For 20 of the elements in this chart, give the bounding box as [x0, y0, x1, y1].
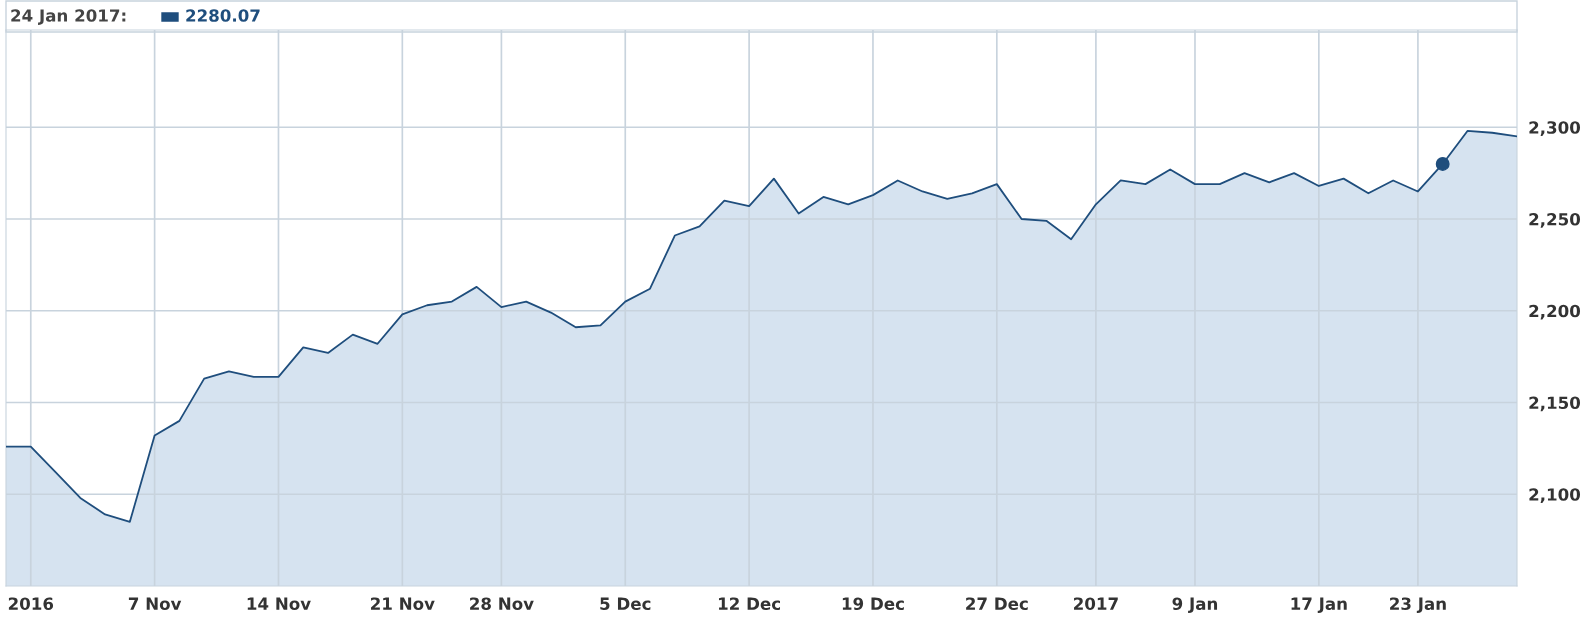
x-tick-label: 5 Dec	[600, 597, 651, 611]
y-tick-label: 2,250	[1529, 212, 1581, 228]
x-tick-label: 12 Dec	[718, 597, 781, 611]
text: 24 Jan 2017:	[11, 9, 126, 25]
x-tick-label: 27 Dec	[966, 597, 1028, 611]
x-tick-label: 14 Nov	[247, 597, 311, 611]
y-tick-label: 2,300	[1529, 121, 1581, 136]
x-tick-label: 28 Nov	[470, 597, 534, 611]
x-tick-label: 17 Jan	[1291, 597, 1347, 614]
x-tick-label: 21 Nov	[371, 597, 435, 611]
x-tick-label: 9 Jan	[1172, 597, 1218, 614]
x-tick-label: 23 Jan	[1390, 597, 1446, 614]
y-tick-label: 2,200	[1529, 304, 1581, 320]
x-tick-label: 7 Nov	[128, 597, 182, 611]
x-tick-label: 19 Dec	[842, 597, 904, 611]
text: 2280.07	[186, 9, 260, 22]
x-tick-label: 2017	[1074, 597, 1118, 611]
y-tick-label: 2,100	[1529, 488, 1581, 503]
x-tick-label: 2016	[8, 597, 54, 611]
y-tick-label: 2,150	[1529, 396, 1581, 412]
